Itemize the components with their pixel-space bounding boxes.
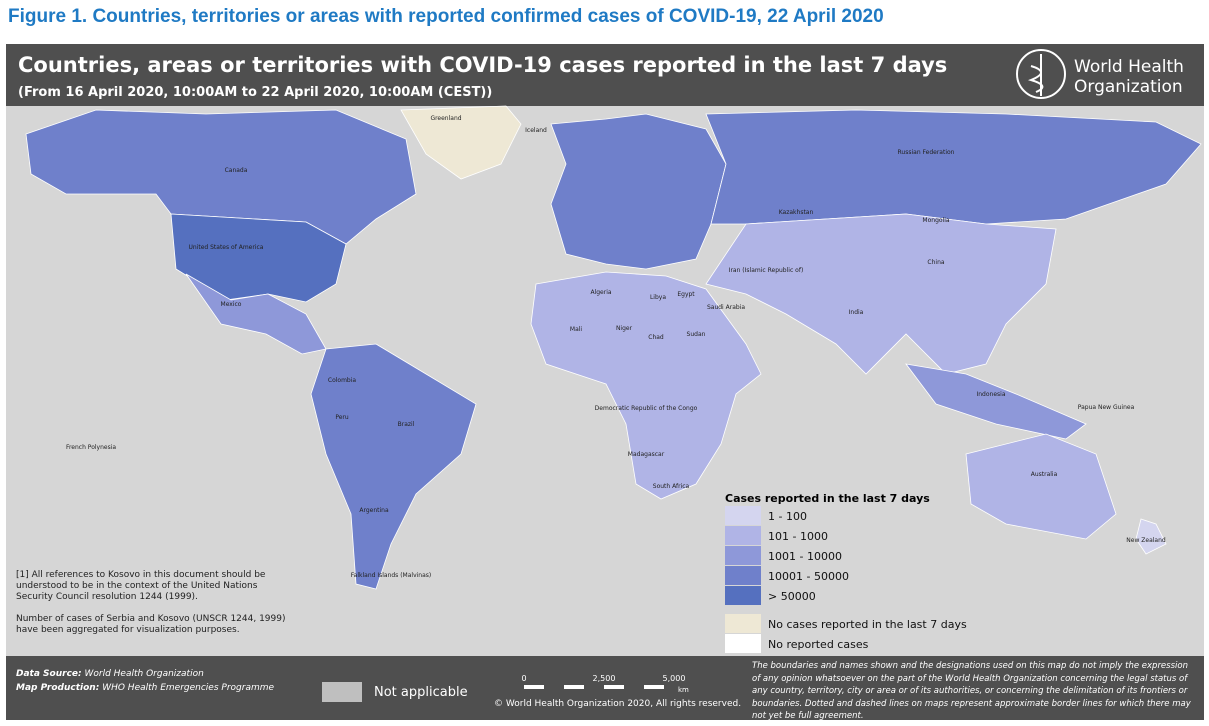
scale-unit: km (678, 686, 689, 694)
legend-swatch (725, 634, 761, 653)
who-logo: World Health Organization (1016, 49, 1184, 99)
value: WHO Health Emergencies Programme (102, 683, 275, 693)
map-figure: Countries, areas or territories with COV… (6, 44, 1204, 720)
map-label: Australia (1031, 471, 1058, 478)
map-label: China (927, 259, 944, 266)
legend-swatch (725, 526, 761, 545)
header-band (6, 44, 1204, 106)
not-applicable-label: Not applicable (374, 685, 468, 700)
map-label: India (849, 309, 864, 316)
map-label: Papua New Guinea (1078, 404, 1135, 411)
scale-bar: 0 2,500 5,000 km (521, 674, 689, 694)
scale-label: 2,500 (593, 674, 616, 683)
legend-label: 101 - 1000 (768, 530, 828, 543)
legend-swatch (725, 566, 761, 585)
map-label: Algeria (590, 289, 611, 296)
map-label: Brazil (398, 421, 415, 428)
map-label: Mongolia (922, 217, 949, 224)
map-label: New Zealand (1126, 537, 1166, 544)
header-title: Countries, areas or territories with COV… (18, 53, 947, 77)
map-label: French Polynesia (66, 444, 116, 451)
data-source: Data Source: World Health Organization (16, 667, 204, 681)
map-labels: Greenland Canada United States of America M… (66, 115, 1166, 579)
map-label: Kazakhstan (779, 209, 814, 216)
map-label: Iran (Islamic Republic of) (729, 267, 804, 274)
map-label: Democratic Republic of the Congo (595, 405, 698, 412)
map-label: Mali (570, 326, 583, 333)
not-applicable-swatch (322, 682, 362, 702)
logo-text: World Health (1074, 57, 1184, 77)
note: [1] All references to Kosovo in this doc… (16, 570, 266, 602)
label: Data Source: (16, 669, 82, 679)
map-label: Falkland Islands (Malvinas) (351, 572, 432, 579)
map-production: Map Production: WHO Health Emergencies P… (16, 681, 274, 695)
figure-caption: Figure 1. Countries, territories or area… (8, 6, 884, 27)
value: World Health Organization (84, 669, 204, 679)
map-label: South Africa (653, 483, 690, 490)
legend-label: 1 - 100 (768, 510, 807, 523)
copyright: © World Health Organization 2020, All ri… (494, 699, 741, 709)
land (25, 105, 1202, 590)
legend-swatch (725, 546, 761, 565)
map-label: Mexico (221, 301, 242, 308)
map-label: Russian Federation (898, 149, 955, 156)
legend-title: Cases reported in the last 7 days (725, 492, 930, 505)
map-label: Niger (616, 325, 633, 332)
legend-swatch (725, 614, 761, 633)
logo-text: Organization (1074, 77, 1183, 97)
map-label: Egypt (677, 291, 695, 298)
note: Number of cases of Serbia and Kosovo (UN… (16, 614, 286, 635)
legend-label: 1001 - 10000 (768, 550, 842, 563)
legend-label: 10001 - 50000 (768, 570, 849, 583)
label: Map Production: (16, 683, 100, 693)
map-label: Libya (650, 294, 666, 301)
map-label: Canada (225, 167, 248, 174)
legend: 1 - 100 101 - 1000 1001 - 10000 10001 - 500… (725, 506, 967, 653)
scale-label: 0 (521, 674, 526, 683)
map-label: Iceland (525, 127, 547, 134)
map-label: United States of America (189, 244, 264, 251)
map-label: Colombia (328, 377, 357, 384)
map-label: Greenland (430, 115, 461, 122)
scale-label: 5,000 (663, 674, 686, 683)
map-label: Chad (648, 334, 664, 341)
legend-swatch (725, 506, 761, 525)
map-label: Madagascar (628, 451, 665, 458)
map-label: Argentina (359, 507, 389, 514)
header-subtitle: (From 16 April 2020, 10:00AM to 22 April… (18, 85, 492, 100)
disclaimer: The boundaries and names shown and the d… (752, 661, 1191, 721)
map-label: Saudi Arabia (707, 304, 745, 311)
map-label: Peru (335, 414, 349, 421)
legend-swatch (725, 586, 761, 605)
legend-label: No cases reported in the last 7 days (768, 618, 967, 631)
legend-label: No reported cases (768, 638, 869, 651)
map-label: Indonesia (976, 391, 1005, 398)
map-label: Sudan (687, 331, 706, 338)
legend-label: > 50000 (768, 590, 816, 603)
